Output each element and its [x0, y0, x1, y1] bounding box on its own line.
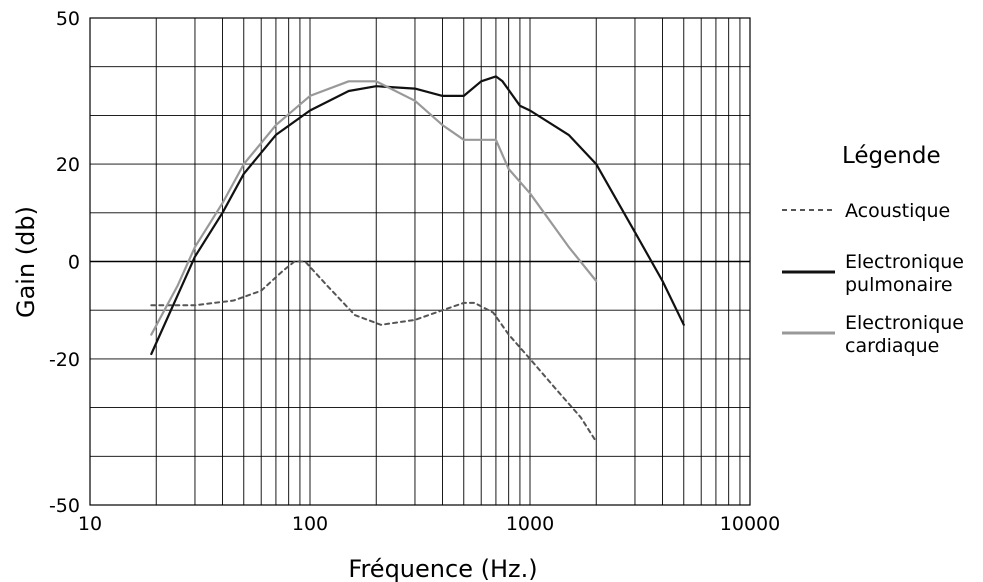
- legend-entries: AcoustiqueElectroniquepulmonaireElectron…: [782, 200, 964, 357]
- legend-label: Acoustique: [845, 200, 950, 222]
- legend: Légende AcoustiqueElectroniquepulmonaire…: [782, 143, 964, 357]
- x-tick-label: 100: [292, 513, 328, 535]
- y-tick-labels: 50 20 0 -20 -50: [49, 8, 80, 517]
- series-lines: [150, 75, 685, 443]
- x-tick-labels: 10 100 1000 10000: [78, 513, 780, 535]
- x-tick-label: 10: [78, 513, 102, 535]
- grid: [90, 17, 750, 506]
- x-axis-title: Fréquence (Hz.): [348, 555, 537, 582]
- y-tick-label: -50: [49, 495, 80, 517]
- y-axis-title: Gain (db): [12, 206, 40, 318]
- series-line-2: [150, 75, 685, 356]
- plot-frame: [89, 17, 751, 506]
- legend-label: cardiaque: [845, 335, 939, 357]
- legend-label: Electronique: [845, 312, 964, 334]
- legend-label: Electronique: [845, 251, 964, 273]
- legend-title: Légende: [842, 143, 941, 169]
- x-tick-label: 1000: [506, 513, 554, 535]
- x-tick-label: 10000: [720, 513, 780, 535]
- y-tick-label: -20: [49, 349, 80, 371]
- y-tick-label: 50: [56, 8, 80, 30]
- legend-label: pulmonaire: [845, 274, 953, 296]
- y-tick-label: 20: [56, 154, 80, 176]
- series-line-1: [150, 260, 598, 443]
- series-line-3: [150, 80, 598, 336]
- y-tick-label: 0: [68, 252, 80, 274]
